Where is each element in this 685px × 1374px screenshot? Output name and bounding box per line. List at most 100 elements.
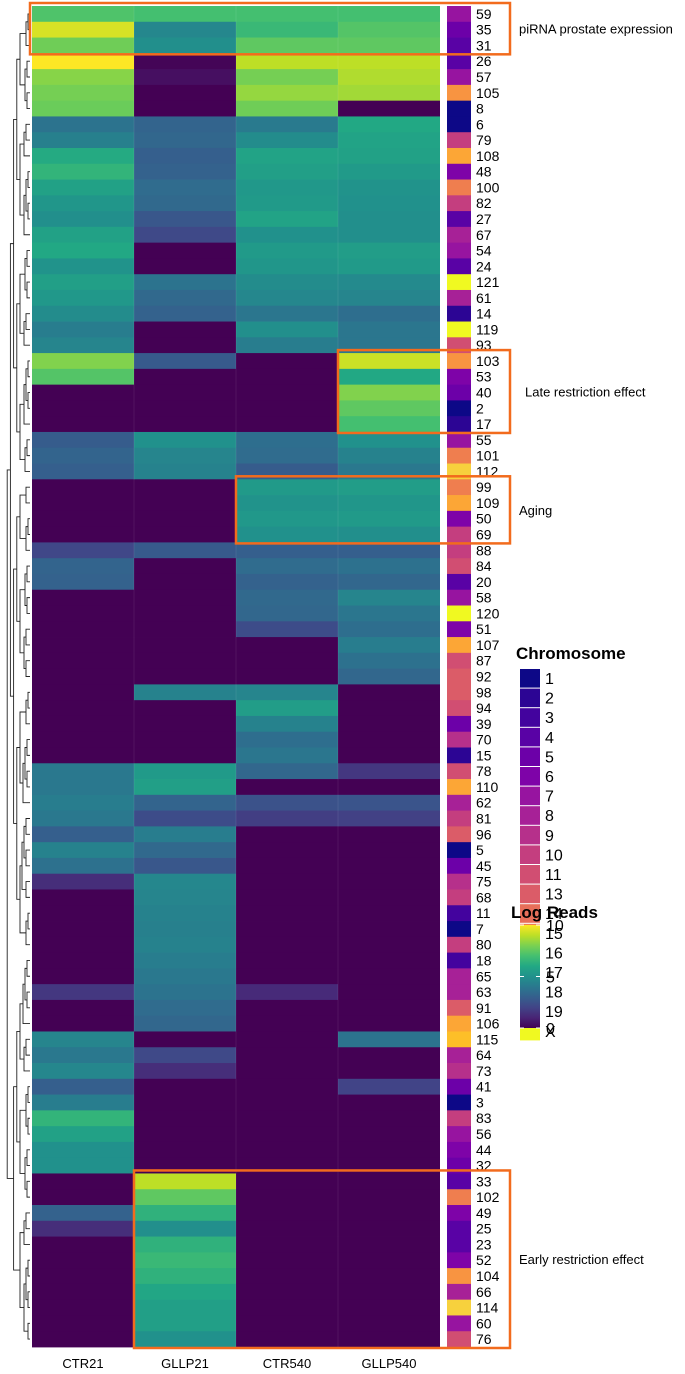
heatmap-cell xyxy=(134,1110,236,1127)
log-reads-legend-title: Log Reads xyxy=(511,903,598,922)
heatmap-cell xyxy=(32,116,134,133)
heatmap-cell xyxy=(134,652,236,670)
row-label: 41 xyxy=(476,1079,492,1095)
heatmap-cell xyxy=(134,321,236,338)
row-label: 115 xyxy=(476,1031,499,1047)
heatmap-cell xyxy=(32,1141,134,1159)
chromosome-cell xyxy=(447,1315,471,1332)
heatmap-cell xyxy=(32,1283,134,1301)
heatmap-cell xyxy=(236,936,338,953)
heatmap-cell xyxy=(236,589,338,606)
heatmap-cell xyxy=(32,100,134,117)
heatmap-cell xyxy=(32,1015,134,1032)
heatmap-cell xyxy=(236,715,338,733)
dendrogram-branch xyxy=(16,1031,20,1143)
colorbar-tick-label: 10 xyxy=(546,918,564,935)
heatmap-cell xyxy=(134,1141,236,1159)
heatmap-cell xyxy=(338,936,440,953)
heatmap-cell xyxy=(338,1110,440,1127)
heatmap-cell xyxy=(236,873,338,890)
heatmap-cell xyxy=(32,337,134,354)
chromosome-legend-swatch xyxy=(520,884,540,904)
chromosome-legend-label: 4 xyxy=(545,730,554,747)
heatmap-cell xyxy=(32,794,134,811)
dendrogram-branch xyxy=(25,881,30,898)
heatmap-cell xyxy=(236,305,338,322)
heatmap-cell xyxy=(32,542,134,559)
heatmap-cell xyxy=(236,684,338,701)
heatmap-cell xyxy=(236,1141,338,1159)
heatmap-cell xyxy=(134,510,236,528)
heatmap-cell xyxy=(134,889,236,906)
heatmap-cell xyxy=(134,810,236,827)
heatmap-cell xyxy=(32,400,134,417)
annotation-label: Late restriction effect xyxy=(525,385,646,400)
heatmap-cell xyxy=(32,305,134,322)
heatmap-cell xyxy=(32,353,134,370)
heatmap-cell xyxy=(338,763,440,780)
chromosome-cell xyxy=(447,447,471,464)
heatmap-cell xyxy=(134,526,236,543)
heatmap-cell xyxy=(134,147,236,165)
heatmap-cell xyxy=(338,211,440,228)
heatmap-cell xyxy=(338,1047,440,1064)
heatmap-cell xyxy=(32,1220,134,1237)
heatmap-cell xyxy=(236,495,338,512)
dendrogram-branch xyxy=(23,321,30,346)
row-label: 35 xyxy=(476,22,492,38)
dendrogram-branch xyxy=(27,1086,30,1103)
chromosome-cell xyxy=(447,589,471,606)
heatmap-cell xyxy=(236,637,338,654)
dendrogram-branch xyxy=(26,565,30,583)
heatmap-cell xyxy=(236,621,338,638)
column-labels: CTR21 GLLP21 CTR540 GLLP540 xyxy=(62,1356,416,1371)
chromosome-legend-swatch xyxy=(520,669,540,688)
chromosome-cell xyxy=(447,542,471,559)
dendrogram-branch xyxy=(25,628,30,646)
heatmap-cell xyxy=(134,1299,236,1316)
chromosome-cell xyxy=(447,810,471,827)
heatmap-cell xyxy=(338,321,440,338)
row-label: 59 xyxy=(476,6,492,22)
chromosome-cell xyxy=(447,84,471,102)
heatmap-cell xyxy=(134,463,236,480)
chromosome-cell xyxy=(447,1283,471,1301)
heatmap-cell xyxy=(32,1268,134,1285)
dendrogram-branch xyxy=(19,143,24,216)
heatmap-cell xyxy=(338,100,440,117)
heatmap-cell xyxy=(236,1126,338,1143)
row-label: 80 xyxy=(476,937,492,953)
heatmap-cell xyxy=(338,116,440,133)
heatmap-cell xyxy=(236,1315,338,1332)
heatmap-cell xyxy=(134,1220,236,1237)
row-label: 70 xyxy=(476,732,492,748)
heatmap-cell xyxy=(134,684,236,701)
dendrogram-branch xyxy=(25,818,30,835)
heatmap-cell xyxy=(32,1315,134,1332)
heatmap-cell xyxy=(134,1205,236,1222)
row-label: 52 xyxy=(476,1252,492,1268)
row-label: 64 xyxy=(476,1047,492,1063)
dendrogram-branch xyxy=(23,194,30,236)
chromosome-cell xyxy=(447,621,471,638)
heatmap-cell xyxy=(338,1299,440,1316)
chromosome-cell xyxy=(447,258,471,275)
heatmap-cell xyxy=(32,447,134,464)
dendrogram-branch xyxy=(26,439,30,457)
heatmap-cell xyxy=(134,337,236,354)
row-label: 103 xyxy=(476,353,500,369)
heatmap-cell xyxy=(134,274,236,291)
row-label: 76 xyxy=(476,1331,492,1347)
heatmap-cell xyxy=(338,305,440,322)
heatmap-cell xyxy=(32,211,134,228)
heatmap-cell xyxy=(236,573,338,591)
heatmap-cell xyxy=(134,605,236,622)
heatmap-cell xyxy=(236,1220,338,1237)
chromosome-cell xyxy=(447,289,471,307)
chromosome-legend-label: X xyxy=(545,1024,556,1041)
chromosome-cell xyxy=(447,274,471,291)
chromosome-cell xyxy=(447,605,471,622)
dendrogram-branch xyxy=(9,243,14,697)
row-label: 33 xyxy=(476,1173,492,1189)
column-label: CTR21 xyxy=(62,1356,103,1371)
